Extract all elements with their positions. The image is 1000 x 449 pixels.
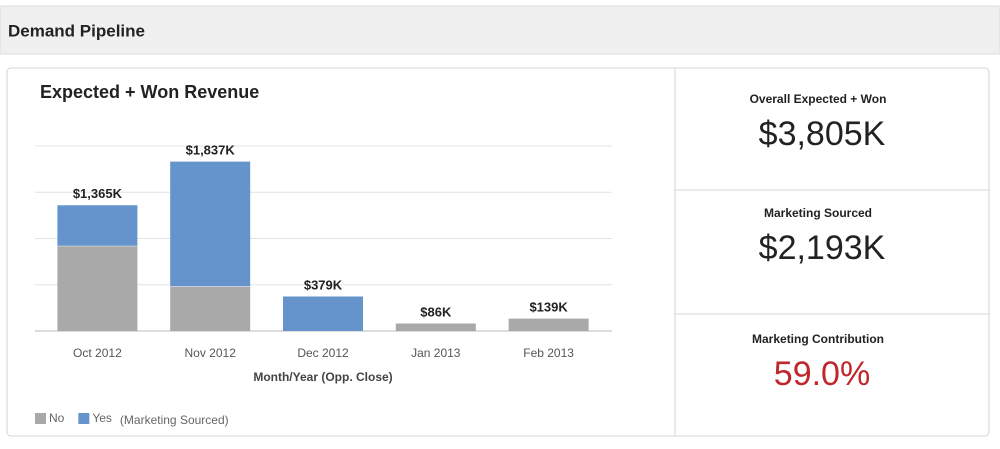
bar-segment — [395, 323, 476, 331]
legend-swatch — [35, 413, 46, 424]
x-tick-label: Dec 2012 — [297, 346, 349, 360]
header-bar — [0, 5, 1000, 55]
chart-title: Expected + Won Revenue — [40, 82, 259, 102]
total-label: $86K — [420, 304, 452, 319]
bar-segment — [508, 318, 589, 331]
legend-note: (Marketing Sourced) — [120, 413, 229, 427]
legend-swatch — [78, 413, 90, 424]
total-label: $1,837K — [186, 143, 236, 158]
header-title: Demand Pipeline — [8, 21, 145, 40]
kpi-value: 59.0% — [774, 355, 870, 393]
kpi-value: $2,193K — [759, 229, 886, 267]
bar-segment — [170, 286, 251, 331]
bar-segment — [57, 245, 138, 331]
legend-label: Yes — [92, 411, 112, 425]
total-label: $139K — [529, 300, 568, 315]
bar-segment — [57, 204, 138, 246]
x-tick-label: Jan 2013 — [411, 346, 461, 360]
kpi-label: Overall Expected + Won — [750, 92, 887, 106]
x-tick-label: Feb 2013 — [523, 346, 574, 360]
panel — [6, 67, 990, 437]
legend-label: No — [49, 411, 65, 425]
bar-segment — [170, 161, 251, 287]
kpi-label: Marketing Sourced — [764, 206, 872, 220]
total-label: $379K — [304, 277, 343, 292]
bar-segment — [283, 295, 363, 331]
total-label: $1,365K — [73, 186, 123, 201]
x-tick-label: Nov 2012 — [185, 346, 237, 360]
kpi-value: $3,805K — [759, 115, 886, 153]
kpi-label: Marketing Contribution — [752, 332, 884, 346]
x-tick-label: Oct 2012 — [73, 346, 122, 360]
x-axis-label: Month/Year (Opp. Close) — [253, 370, 392, 384]
